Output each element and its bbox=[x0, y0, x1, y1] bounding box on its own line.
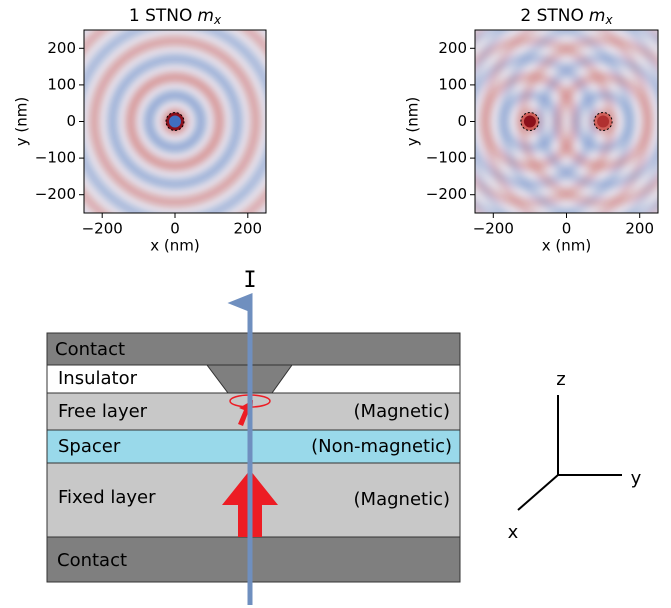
x-tick-label: −200 bbox=[82, 220, 123, 238]
field-ring bbox=[554, 72, 652, 171]
field-ring bbox=[108, 54, 242, 189]
x-axis-label: x (nm) bbox=[150, 237, 199, 255]
top-contact bbox=[46, 332, 461, 366]
x-tick-label: 0 bbox=[562, 220, 572, 238]
stno-core bbox=[169, 115, 181, 128]
y-tick-label: 200 bbox=[47, 39, 76, 57]
layer-label: Free layer bbox=[58, 401, 148, 422]
y-tick-label: 100 bbox=[47, 75, 76, 93]
y-tick-label: 200 bbox=[438, 39, 467, 57]
stack-diagram: Contact Insulator Free layer (Magnetic) … bbox=[46, 268, 461, 605]
stno-outline bbox=[165, 112, 185, 131]
title-symbol: m bbox=[197, 6, 214, 26]
y-axis-label: y (nm) bbox=[13, 97, 31, 146]
field-ring bbox=[90, 36, 260, 207]
layer-label: Spacer bbox=[58, 436, 121, 457]
field-ring bbox=[572, 91, 634, 152]
heatmap-panel: −200 0 200 −200 −100 0 100 200 x (nm) y (nm) 1 STN… bbox=[13, 6, 267, 255]
title-symbol: m bbox=[589, 6, 606, 26]
panel-title: 1 STNO mx bbox=[129, 6, 222, 27]
field-ring bbox=[144, 91, 206, 152]
y-tick-label: −200 bbox=[426, 185, 467, 203]
heatmap-field bbox=[84, 30, 266, 213]
y-tick-label: −200 bbox=[35, 185, 76, 203]
stno-core bbox=[523, 115, 536, 128]
y-tick-label: −100 bbox=[426, 149, 467, 167]
x-tick-label: 200 bbox=[625, 220, 654, 238]
layer-note: (Non-magnetic) bbox=[311, 436, 452, 457]
y-axis-label: y (nm) bbox=[404, 97, 422, 146]
y-tick-label: 0 bbox=[66, 112, 76, 130]
title-subscript: x bbox=[213, 13, 222, 27]
heatmap-panels: −200 0 200 −200 −100 0 100 200 x (nm) y (nm) 1 STN… bbox=[13, 6, 659, 255]
field-ring bbox=[499, 30, 658, 213]
stno-outline bbox=[593, 112, 613, 131]
field-ring bbox=[126, 73, 224, 170]
layer-note: (Magnetic) bbox=[354, 401, 450, 422]
current-label: I bbox=[243, 268, 256, 293]
x-tick-label: −200 bbox=[473, 220, 514, 238]
axis-label: z bbox=[556, 369, 565, 390]
y-tick-label: 100 bbox=[438, 75, 467, 93]
stno-outline bbox=[520, 112, 540, 131]
heatmap-panel: −200 0 200 −200 −100 0 100 200 x (nm) y (nm) 2 STN… bbox=[404, 6, 659, 255]
layer-note: (Magnetic) bbox=[354, 489, 450, 510]
y-tick-label: −100 bbox=[35, 149, 76, 167]
y-tick-label: 0 bbox=[457, 112, 467, 130]
title-subscript: x bbox=[604, 13, 613, 27]
field-rings bbox=[84, 30, 266, 213]
x-axis-label: x (nm) bbox=[542, 237, 591, 255]
free-layer bbox=[46, 392, 461, 431]
field-ring bbox=[536, 54, 658, 189]
heatmap-field bbox=[475, 30, 658, 213]
x-axis bbox=[517, 474, 559, 511]
title-text: 2 STNO bbox=[520, 6, 584, 26]
coordinate-axes bbox=[517, 395, 622, 511]
title-text: 1 STNO bbox=[129, 6, 193, 26]
layer-label: Fixed layer bbox=[58, 487, 156, 508]
stno-core bbox=[597, 115, 610, 128]
layer-label: Insulator bbox=[58, 368, 138, 389]
panel-title: 2 STNO mx bbox=[520, 6, 613, 27]
layer-label: Contact bbox=[57, 550, 127, 571]
axis-label: y bbox=[631, 468, 642, 489]
field-ring bbox=[481, 30, 536, 213]
layer-label: Contact bbox=[55, 339, 125, 360]
x-tick-label: 200 bbox=[233, 220, 262, 238]
bottom-contact bbox=[46, 536, 461, 583]
axis-label: x bbox=[508, 522, 519, 543]
x-tick-label: 0 bbox=[170, 220, 180, 238]
